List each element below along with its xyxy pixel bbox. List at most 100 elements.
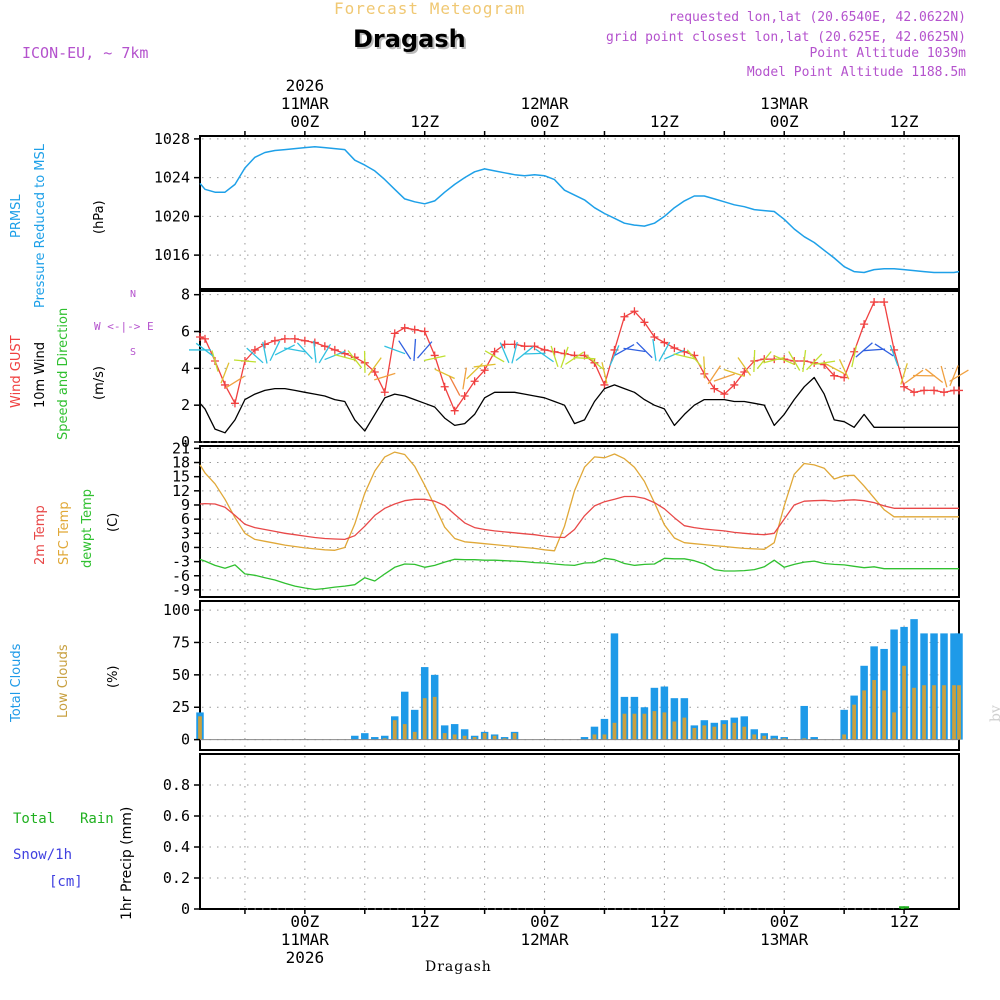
gust-marker: [530, 342, 539, 351]
precip-unit: 1hr Precip (mm): [119, 806, 135, 920]
marks: [189, 145, 969, 910]
wind-direction-arrow: [703, 356, 706, 379]
low-cloud-bar: [722, 724, 727, 740]
low-cloud-bar: [782, 738, 787, 740]
pressure-unit: (hPa): [92, 200, 107, 234]
bottom-time-label: 12Z: [410, 912, 439, 931]
total-cloud-bar: [590, 726, 599, 740]
requested-coords: requested lon,lat (20.6540E, 42.0622N): [668, 10, 966, 25]
gust-marker: [280, 334, 289, 343]
wind-direction-arrow: [652, 338, 657, 361]
gust-marker: [330, 345, 339, 354]
low-cloud-bar: [902, 665, 906, 740]
low-cloud-bar: [692, 727, 697, 740]
ticks: 101610201024102802468-9-6-30369121518210…: [154, 76, 919, 967]
wind-direction-arrow: [614, 344, 635, 356]
bottom-time-label: 13MAR: [760, 930, 809, 949]
gust-marker: [420, 327, 429, 336]
low-cloud-bar: [432, 696, 437, 740]
gust-marker: [460, 391, 469, 400]
low-cloud-bar: [842, 734, 847, 740]
wind-direction-arrow: [658, 341, 671, 362]
top-time-label: 13MAR: [760, 94, 809, 113]
total-cloud-bar: [770, 735, 778, 740]
wind-direction-arrow: [535, 348, 554, 363]
gust-marker: [840, 373, 849, 382]
gust-marker: [540, 345, 549, 354]
low-cloud-bar: [412, 731, 417, 740]
low-cloud-bar: [602, 734, 607, 740]
gust-marker: [260, 340, 269, 349]
wind-direction-arrow: [753, 349, 756, 372]
total-cloud-bar: [610, 633, 619, 740]
gust-marker: [200, 334, 209, 343]
low-cloud-bar: [912, 687, 916, 740]
y-tick-label: 6: [181, 323, 190, 341]
pressure-label-a: PRMSL: [9, 194, 24, 238]
low-cloud-bar: [852, 704, 857, 740]
low-cloud-bar: [762, 735, 767, 740]
gust-marker: [620, 312, 629, 321]
wind-direction-arrow: [609, 345, 620, 366]
gust-marker: [870, 298, 879, 307]
gust-marker: [880, 298, 889, 307]
wind-direction-arrow: [802, 349, 807, 372]
wind-direction-arrow: [283, 347, 306, 353]
wind-direction-arrow: [949, 365, 959, 387]
wind-direction-arrow: [756, 351, 772, 370]
y-tick-label: 3: [181, 524, 190, 542]
top-time-label: 12Z: [650, 112, 679, 131]
wind-direction-arrow: [838, 359, 850, 380]
wind-direction-arrow: [484, 350, 505, 363]
low-cloud-bar: [422, 698, 427, 740]
wind-direction-arrow: [416, 341, 433, 359]
low-cloud-bar: [382, 738, 387, 740]
wind-direction-arrow: [233, 359, 256, 363]
gust-marker: [590, 358, 599, 367]
gust-marker: [410, 325, 419, 334]
low-cloud-bar: [802, 738, 807, 740]
y-tick-label: 50: [172, 666, 190, 684]
panel-frame-5: [199, 753, 960, 910]
wind-direction-arrow: [384, 345, 406, 355]
total-cloud-bar: [910, 619, 918, 740]
temp-2m-line: [199, 495, 959, 541]
low-cloud-bar: [622, 713, 627, 740]
wind-direction-arrow: [813, 360, 836, 366]
gust-marker: [940, 388, 949, 397]
wind-direction-arrow: [601, 362, 608, 384]
wind-direction-arrow: [723, 368, 745, 377]
gust-marker: [900, 382, 909, 391]
low-cloud-bar: [592, 734, 597, 740]
bottom-time-label: 12Z: [890, 912, 919, 931]
panel-frame-1: [199, 135, 960, 290]
bottom-time-label: 12Z: [650, 912, 679, 931]
total-cloud-bar: [580, 737, 589, 740]
compass-north: N: [130, 289, 137, 300]
low-cloud-bar: [922, 685, 926, 740]
gust-marker: [380, 388, 389, 397]
y-tick-label: 1016: [154, 246, 190, 264]
wind-direction-arrow: [686, 349, 702, 368]
low-cloud-bar: [712, 726, 717, 740]
wind-direction-arrow: [220, 362, 230, 384]
y-tick-label: -3: [172, 553, 190, 571]
gust-marker: [740, 368, 749, 377]
temp-2m-label: 2m Temp: [33, 505, 48, 565]
top-time-label: 11MAR: [281, 94, 330, 113]
wind-direction-arrow: [940, 365, 948, 388]
total-cloud-bar: [381, 735, 389, 740]
y-tick-label: 12: [172, 482, 190, 500]
gust-marker: [450, 406, 459, 415]
wind-direction-arrow: [623, 347, 646, 353]
y-tick-label: -6: [172, 567, 190, 585]
model-label: ICON-EU, ~ 7km: [22, 44, 149, 62]
wind-direction-arrow: [636, 341, 653, 359]
total-cloud-bar: [351, 735, 359, 740]
gust-marker: [470, 377, 479, 386]
wind-direction-arrow: [367, 357, 382, 376]
gust-marker: [955, 386, 963, 395]
wind-direction-arrow: [324, 350, 346, 361]
gust-marker: [920, 386, 929, 395]
